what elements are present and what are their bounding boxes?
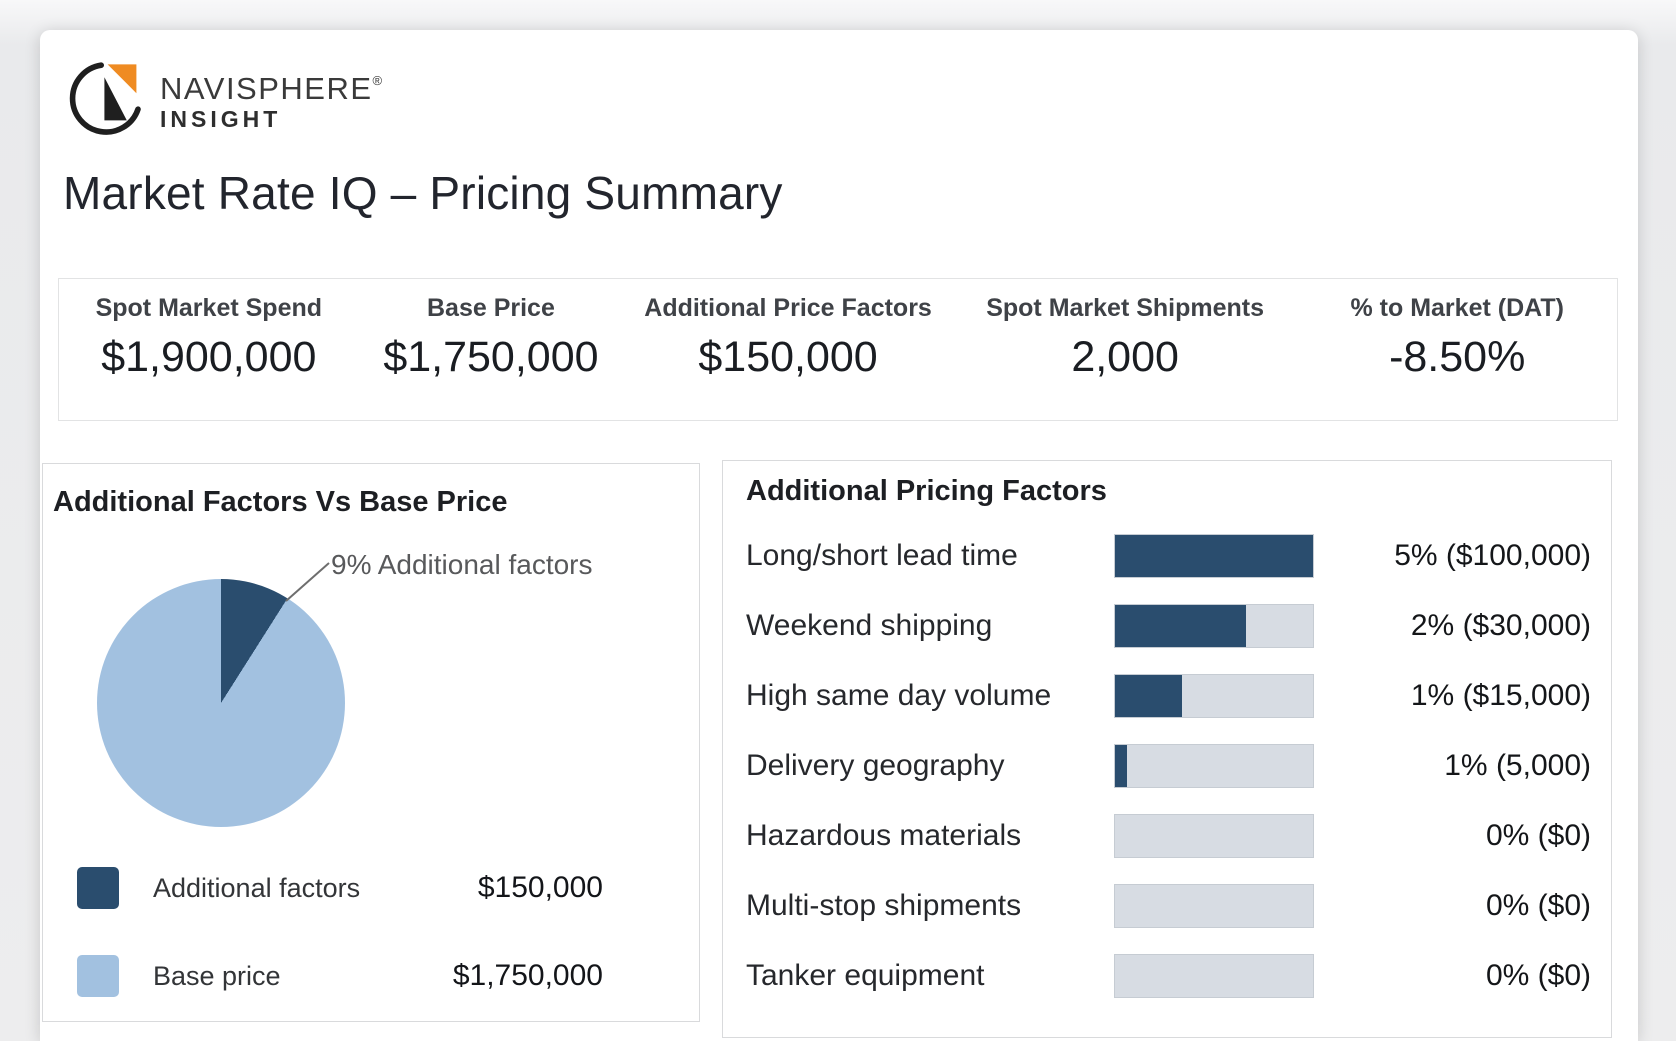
factor-bar-track — [1114, 954, 1314, 998]
factor-bar-track — [1114, 814, 1314, 858]
report-card: NAVISPHERE® INSIGHT Market Rate IQ – Pri… — [40, 30, 1638, 1041]
factor-value: 5% ($100,000) — [1394, 539, 1591, 572]
factor-rows: Long/short lead time 5% ($100,000) Weeke… — [746, 521, 1591, 1011]
kpi-additional-price-factors: Additional Price Factors $150,000 — [623, 279, 953, 420]
factor-row: Weekend shipping 2% ($30,000) — [746, 591, 1591, 661]
brand-text: NAVISPHERE® INSIGHT — [160, 64, 384, 133]
factor-bar-track — [1114, 534, 1314, 578]
kpi-pct-to-market-dat: % to Market (DAT) -8.50% — [1297, 279, 1617, 420]
kpi-label: % to Market (DAT) — [1350, 294, 1564, 322]
pie-chart — [97, 579, 345, 827]
registered-mark: ® — [372, 73, 384, 88]
brand-name: NAVISPHERE® — [160, 71, 384, 106]
legend-value: $150,000 — [477, 871, 603, 904]
factor-value: 1% ($15,000) — [1410, 679, 1591, 712]
legend-item-base-price: Base price $1,750,000 — [77, 955, 603, 997]
factor-value: 2% ($30,000) — [1410, 609, 1591, 642]
factor-label: Multi-stop shipments — [746, 889, 1022, 922]
factor-value: 0% ($0) — [1485, 889, 1591, 922]
factor-bar-fill — [1115, 675, 1183, 717]
kpi-value: $1,750,000 — [383, 333, 599, 381]
kpi-base-price: Base Price $1,750,000 — [359, 279, 624, 420]
navisphere-logo-icon — [69, 62, 141, 135]
factor-bar-track — [1114, 604, 1314, 648]
factor-label: Hazardous materials — [746, 819, 1022, 852]
kpi-value: -8.50% — [1389, 333, 1526, 381]
legend-value: $1,750,000 — [452, 959, 603, 992]
kpi-spot-market-spend: Spot Market Spend $1,900,000 — [59, 279, 359, 420]
legend-label: Additional factors — [153, 872, 361, 903]
kpi-value: $1,900,000 — [101, 333, 317, 381]
kpi-value: $150,000 — [698, 333, 878, 381]
factor-label: Delivery geography — [746, 749, 1005, 782]
factor-bar-track — [1114, 744, 1314, 788]
factor-value: 1% (5,000) — [1444, 749, 1591, 782]
factor-row: Long/short lead time 5% ($100,000) — [746, 521, 1591, 591]
factor-value: 0% ($0) — [1485, 819, 1591, 852]
bars-panel-title: Additional Pricing Factors — [746, 475, 1107, 507]
kpi-label: Additional Price Factors — [644, 294, 932, 322]
bars-panel: Additional Pricing Factors Long/short le… — [722, 460, 1612, 1038]
factor-row: Tanker equipment 0% ($0) — [746, 941, 1591, 1011]
brand-logo: NAVISPHERE® INSIGHT — [66, 56, 384, 140]
pie-panel: Additional Factors Vs Base Price 9% Addi… — [42, 463, 700, 1022]
kpi-label: Spot Market Spend — [95, 294, 323, 322]
factor-bar-track — [1114, 674, 1314, 718]
factor-bar-fill — [1115, 745, 1127, 787]
factor-bar-fill — [1115, 605, 1246, 647]
factor-row: High same day volume 1% ($15,000) — [746, 661, 1591, 731]
kpi-label: Base Price — [427, 294, 555, 322]
factor-bar-fill — [1115, 535, 1313, 577]
kpi-value: 2,000 — [1071, 333, 1179, 381]
pie-panel-title: Additional Factors Vs Base Price — [53, 486, 508, 518]
factor-label: Weekend shipping — [746, 609, 993, 642]
factor-label: High same day volume — [746, 679, 1052, 712]
factor-row: Multi-stop shipments 0% ($0) — [746, 871, 1591, 941]
factor-label: Long/short lead time — [746, 539, 1018, 572]
page-title: Market Rate IQ – Pricing Summary — [63, 167, 783, 219]
legend-item-additional-factors: Additional factors $150,000 — [77, 867, 603, 909]
factor-row: Hazardous materials 0% ($0) — [746, 801, 1591, 871]
factor-row: Delivery geography 1% (5,000) — [746, 731, 1591, 801]
kpi-spot-market-shipments: Spot Market Shipments 2,000 — [953, 279, 1298, 420]
legend-swatch-light — [77, 955, 119, 997]
legend-swatch-dark — [77, 867, 119, 909]
kpi-strip: Spot Market Spend $1,900,000 Base Price … — [58, 278, 1618, 421]
factor-label: Tanker equipment — [746, 959, 985, 992]
factor-bar-track — [1114, 884, 1314, 928]
brand-subtitle: INSIGHT — [160, 106, 282, 132]
pie-annotation: 9% Additional factors — [331, 549, 593, 580]
kpi-label: Spot Market Shipments — [986, 294, 1265, 322]
factor-value: 0% ($0) — [1485, 959, 1591, 992]
legend-label: Base price — [153, 960, 281, 991]
